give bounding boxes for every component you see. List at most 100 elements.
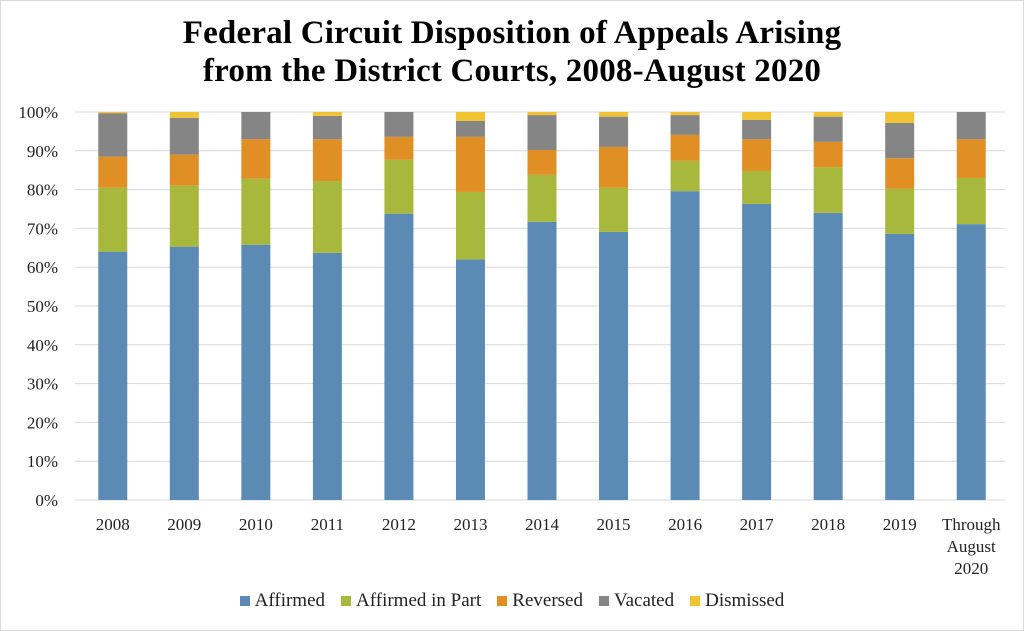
bar-segment-dismissed: [885, 112, 915, 123]
bar-segment-dismissed: [455, 112, 485, 121]
x-tick-label: August: [947, 537, 996, 556]
y-tick-label: 80%: [27, 181, 58, 200]
x-tick-label: 2015: [597, 515, 631, 534]
legend-label: Vacated: [613, 590, 675, 611]
bar-segment-affirmed: [956, 224, 986, 500]
legend-item: Affirmed: [239, 590, 326, 612]
legend-item: Affirmed in Part: [341, 590, 481, 612]
chart-title: Federal Circuit Disposition of Appeals A…: [0, 14, 1024, 90]
bar-segment-affirmed-in-part: [312, 181, 342, 253]
bar-segment-vacated: [599, 116, 629, 147]
bar-segment-affirmed-in-part: [455, 191, 485, 260]
bar-segment-vacated: [885, 122, 915, 159]
bar-segment-dismissed: [742, 112, 772, 120]
bar-segment-affirmed: [527, 221, 557, 500]
bar-segment-affirmed-in-part: [956, 177, 986, 225]
x-tick-label: 2018: [811, 515, 845, 534]
bar-stack: [312, 112, 342, 500]
bar-segment-reversed: [670, 134, 700, 161]
bar-segment-dismissed: [670, 112, 700, 116]
x-tick-label: 2009: [167, 515, 201, 534]
y-tick-label: 60%: [27, 258, 58, 277]
bar-segment-affirmed: [885, 233, 915, 500]
bar-segment-vacated: [813, 116, 843, 142]
bar-segment-reversed: [312, 139, 342, 182]
legend-label: Affirmed: [254, 590, 326, 611]
bar-segment-affirmed-in-part: [599, 187, 629, 232]
y-tick-label: 0%: [35, 491, 58, 510]
y-tick-label: 70%: [27, 219, 58, 238]
bar-segment-reversed: [527, 150, 557, 175]
bar-stack: [670, 112, 700, 501]
bar-segment-vacated: [241, 112, 271, 140]
y-axis: 0% 10% 20% 30% 40% 50% 60% 70% 80% 90% 100%: [18, 103, 58, 510]
x-tick-label: 2017: [740, 515, 775, 534]
x-tick-label: 2010: [239, 515, 273, 534]
bar-segment-reversed: [169, 154, 199, 186]
x-axis: 2008 2009 2010 2011 2012 2013 2014 2015 2016 2017…: [96, 515, 1001, 578]
bar-segment-vacated: [169, 117, 199, 155]
bar-stack: [169, 112, 199, 500]
bar-segment-dismissed: [599, 112, 629, 117]
x-tick-label: 2019: [883, 515, 917, 534]
bar-segment-reversed: [384, 136, 414, 160]
bar-segment-affirmed: [813, 212, 843, 500]
bar-stack: [599, 112, 629, 500]
bar-segment-affirmed: [670, 191, 700, 501]
bar-segment-reversed: [98, 156, 128, 188]
legend-swatch: [598, 596, 609, 606]
y-tick-label: 50%: [27, 297, 58, 316]
x-tick-label: Through: [942, 515, 1001, 534]
legend-swatch: [239, 596, 250, 606]
bar-segment-reversed: [813, 141, 843, 168]
bar-segment-vacated: [527, 115, 557, 151]
y-tick-label: 100%: [18, 103, 58, 122]
bar-segment-affirmed: [742, 203, 772, 500]
legend-item: Dismissed: [690, 590, 784, 612]
x-tick-label: 2020: [954, 559, 988, 578]
chart-title-line-2: from the District Courts, 2008-August 20…: [202, 53, 822, 89]
legend-swatch: [341, 596, 352, 606]
bar-segment-vacated: [455, 120, 485, 137]
y-tick-label: 40%: [27, 336, 58, 355]
bar-segment-reversed: [241, 139, 271, 179]
bar-segment-vacated: [670, 115, 700, 135]
bar-segment-affirmed-in-part: [169, 185, 199, 247]
bar-stack: [98, 112, 128, 500]
x-tick-label: 2013: [453, 515, 487, 534]
x-tick-label: 2011: [311, 515, 344, 534]
x-tick-label: 2012: [382, 515, 416, 534]
legend-swatch: [690, 596, 701, 606]
bar-stack: [241, 112, 271, 500]
bar-segment-affirmed-in-part: [813, 167, 843, 213]
bar-segment-reversed: [956, 139, 986, 178]
y-tick-label: 30%: [27, 375, 58, 394]
bar-segment-dismissed: [312, 112, 342, 116]
bar-stack: [527, 112, 557, 500]
bar-stack: [813, 112, 843, 500]
x-tick-label: 2014: [525, 515, 560, 534]
bar-segment-reversed: [455, 136, 485, 192]
x-tick-label: 2008: [96, 515, 130, 534]
bar-segment-reversed: [742, 139, 772, 171]
y-tick-label: 90%: [27, 142, 58, 161]
bar-segment-affirmed-in-part: [241, 178, 271, 245]
bar-segment-affirmed: [169, 246, 199, 500]
bar-segment-reversed: [885, 158, 915, 189]
bar-segment-affirmed-in-part: [98, 187, 128, 252]
legend-swatch: [497, 596, 508, 606]
bar-segment-affirmed: [384, 213, 414, 500]
legend-item: Reversed: [497, 590, 583, 612]
bar-segment-vacated: [384, 112, 414, 137]
legend-label: Dismissed: [705, 590, 785, 611]
bar-stack: [455, 112, 485, 500]
legend-item: Vacated: [598, 590, 675, 612]
bar-segment-reversed: [599, 146, 629, 188]
bar-segment-affirmed-in-part: [527, 174, 557, 222]
legend: Affirmed Affirmed in Part Reversed Vacated D…: [0, 590, 1024, 612]
chart-title-line-1: Federal Circuit Disposition of Appeals A…: [182, 15, 842, 51]
bar-segment-dismissed: [98, 112, 128, 114]
bar-segment-vacated: [956, 112, 986, 140]
legend-label: Affirmed in Part: [356, 590, 482, 611]
